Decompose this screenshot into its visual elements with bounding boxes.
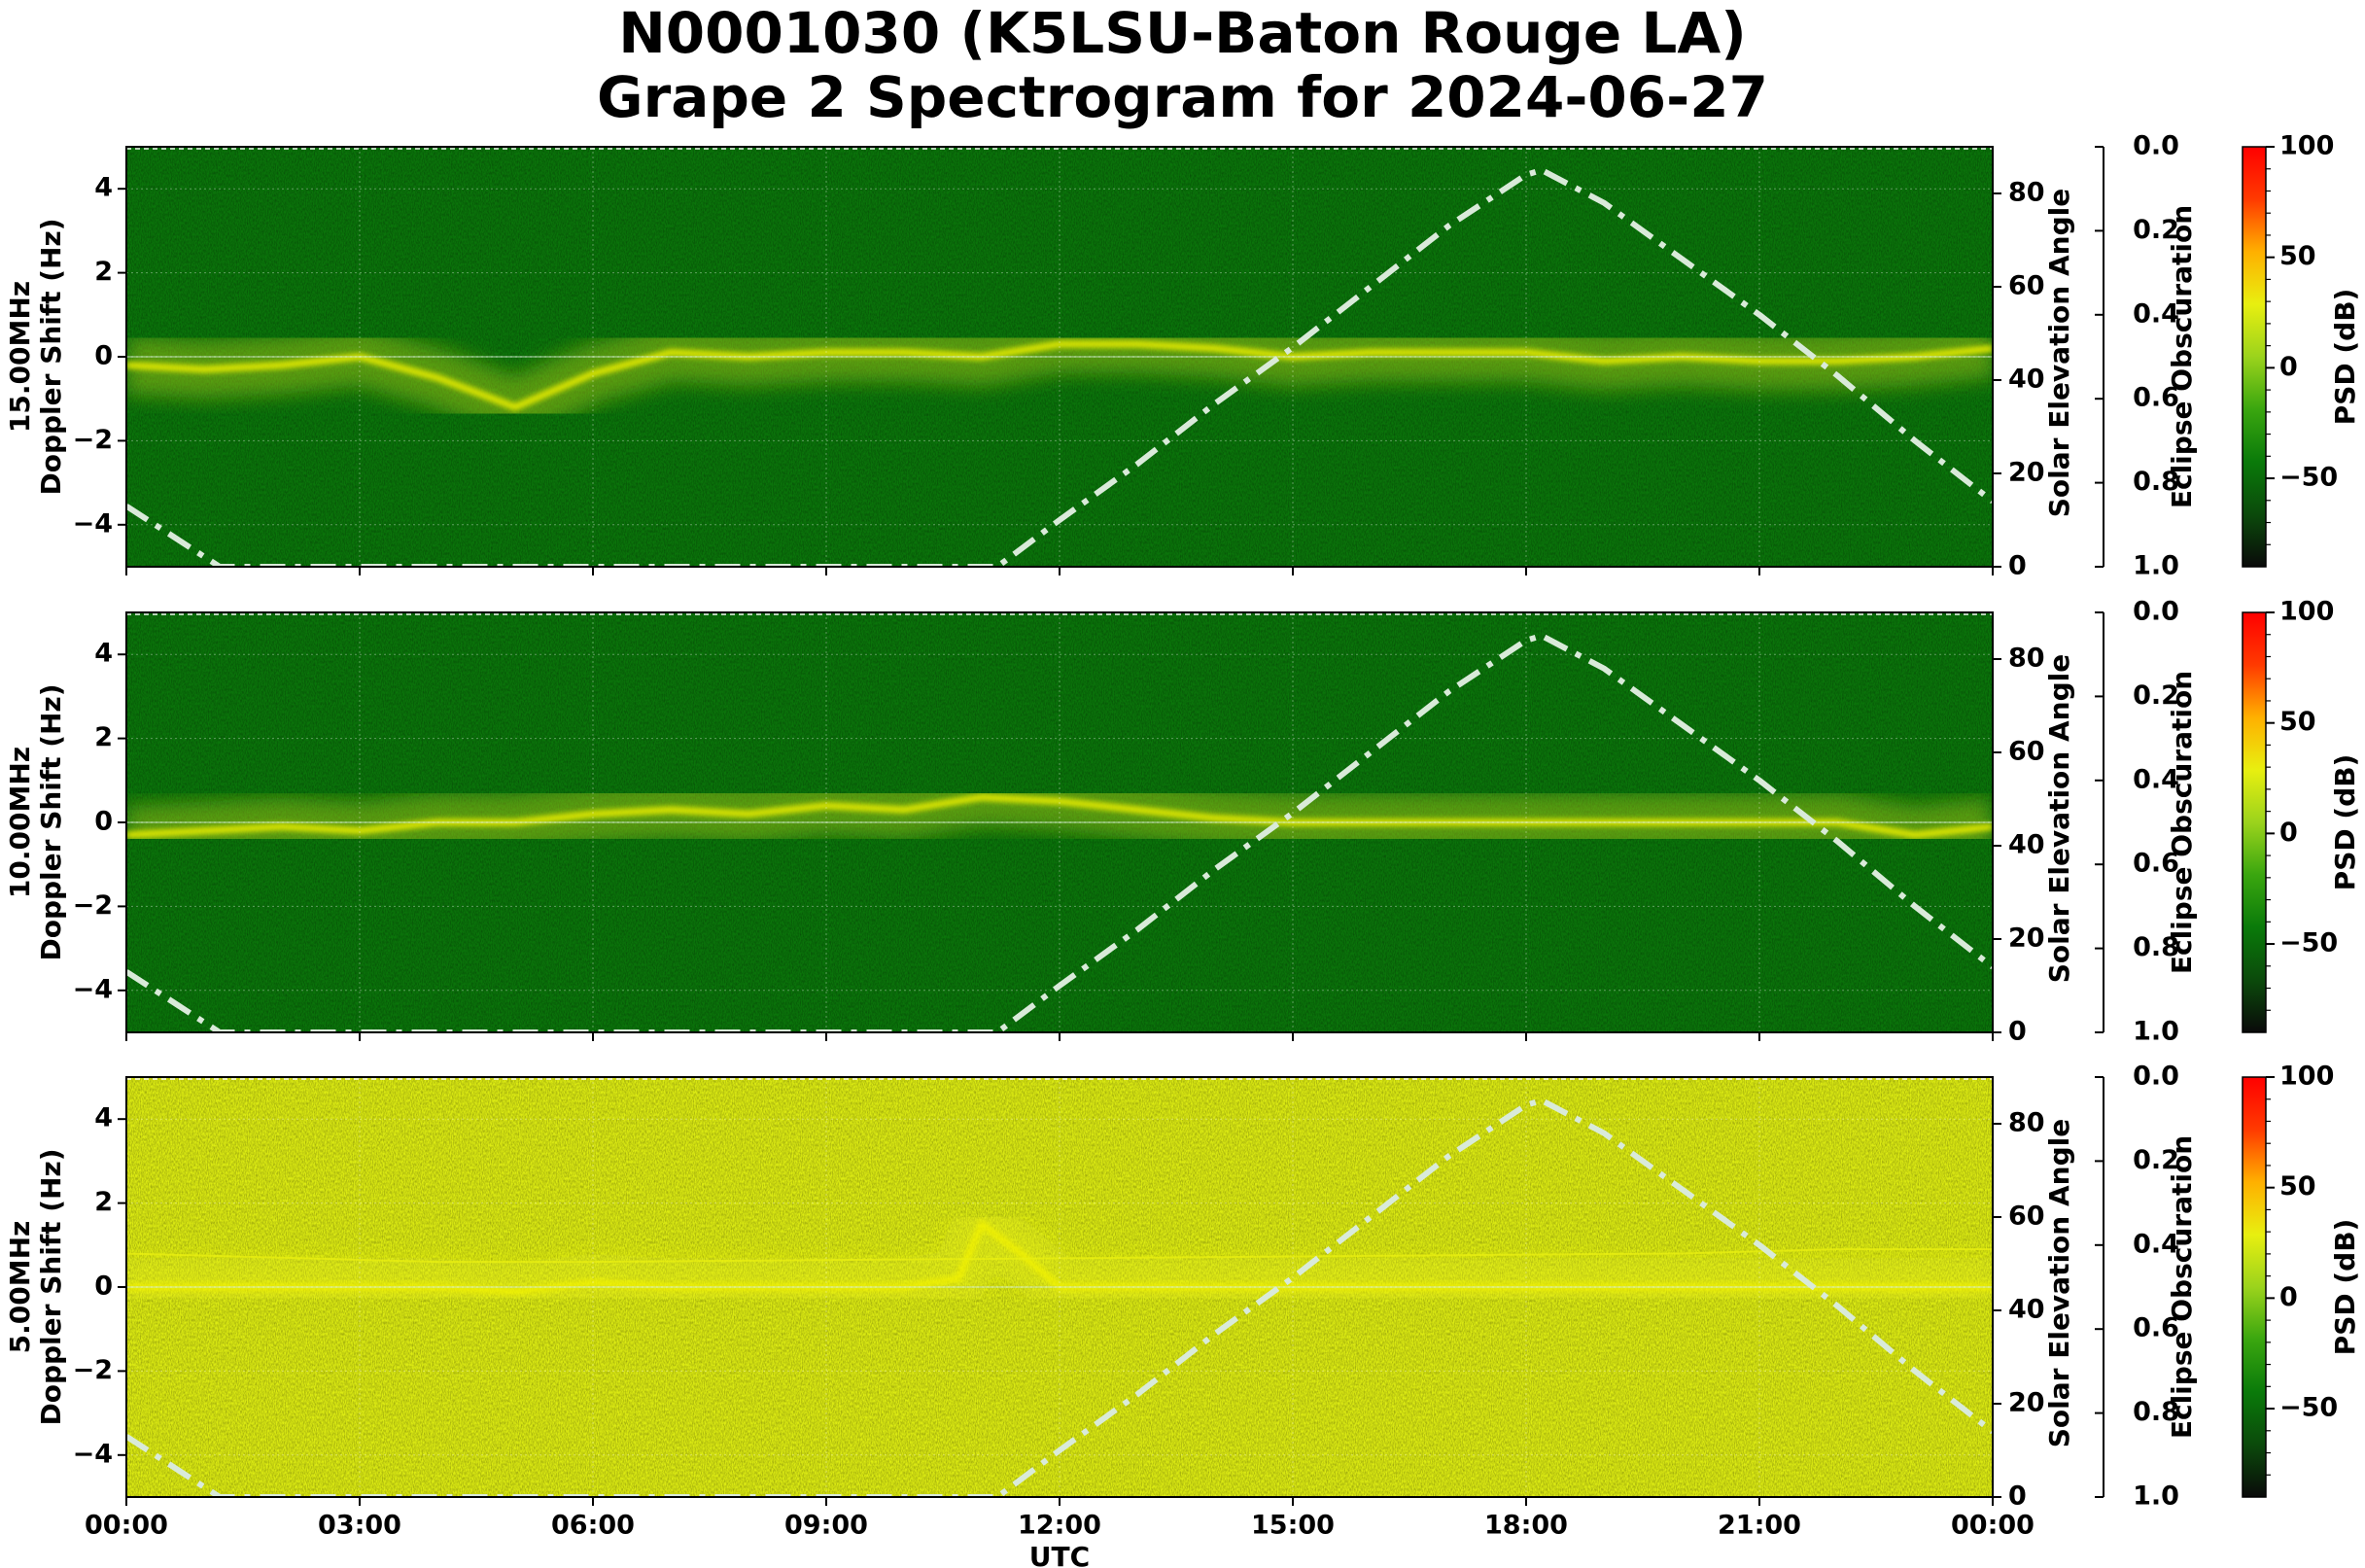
cbar-tick-label: −50 [2279,1393,2338,1423]
y3-tick-label: 0.2 [2133,1145,2179,1175]
y2-tick-label: 80 [2008,1108,2045,1138]
cbar-tick-label: 100 [2279,597,2334,627]
y3-tick-label: 0.6 [2133,383,2179,413]
cbar-tick-label: 100 [2279,1062,2334,1092]
y-tick-label: −4 [73,974,113,1004]
doppler-axis-label: Doppler Shift (Hz) [35,683,67,960]
y2-tick-label: 60 [2008,271,2045,301]
y2-tick-label: 20 [2008,923,2045,954]
panel-10.00MHz: 420−2−410.00MHz Doppler Shift (Hz)8060402… [4,597,2361,1047]
frequency-label: 15.00MHz [4,281,36,433]
x-tick-label: 06:00 [551,1511,635,1541]
eclipse-axis-label: Eclipse Obscuration [2166,205,2198,508]
y-tick-label: −2 [73,425,113,455]
y3-tick-label: 0.0 [2133,1062,2179,1092]
y-tick-label: 0 [94,341,113,371]
x-tick-label: 21:00 [1718,1511,1801,1541]
chart-title-line-1: N0001030 (K5LSU-Baton Rouge LA) [618,0,1747,66]
y-tick-label: −2 [73,890,113,921]
colorbar [2242,1076,2267,1498]
y-tick-label: 4 [94,1103,113,1133]
solar-elevation-axis-label: Solar Elevation Angle [2043,654,2075,983]
solar-elevation-axis-label: Solar Elevation Angle [2043,189,2075,517]
doppler-axis-label: Doppler Shift (Hz) [35,1148,67,1425]
y2-tick-label: 40 [2008,1295,2045,1325]
y3-tick-label: 0.4 [2133,298,2179,329]
y-tick-label: −4 [73,1439,113,1469]
y-tick-label: −2 [73,1355,113,1385]
x-tick-label: 09:00 [784,1511,868,1541]
frequency-label: 10.00MHz [4,747,36,898]
colorbar-label: PSD (dB) [2329,754,2361,891]
x-tick-label: 12:00 [1018,1511,1101,1541]
x-axis-label: UTC [1029,1541,1090,1568]
y2-tick-label: 20 [2008,458,2045,488]
eclipse-axis-label: Eclipse Obscuration [2166,1135,2198,1439]
y2-tick-label: 60 [2008,737,2045,767]
y-tick-label: 4 [94,639,113,669]
y3-tick-label: 0.2 [2133,680,2179,711]
y2-tick-label: 60 [2008,1202,2045,1232]
x-tick-label: 00:00 [85,1511,168,1541]
y3-tick-label: 0.8 [2133,467,2179,497]
solar-elevation-line [126,1098,1993,1497]
cbar-tick-label: 50 [2279,707,2316,737]
cbar-tick-label: 0 [2279,818,2298,848]
cbar-tick-label: 50 [2279,241,2316,271]
colorbar-label: PSD (dB) [2329,289,2361,426]
y2-tick-label: 0 [2008,1017,2027,1047]
solar-elevation-line [126,167,1993,567]
y-tick-label: −4 [73,508,113,539]
cbar-tick-label: 50 [2279,1171,2316,1202]
solar-elevation-line [126,633,1993,1032]
y-tick-label: 2 [94,257,113,287]
x-tick-label: 00:00 [1951,1511,2035,1541]
y2-tick-label: 20 [2008,1388,2045,1418]
y3-tick-label: 1.0 [2133,551,2179,581]
cbar-tick-label: 0 [2279,352,2298,382]
y-tick-label: 0 [94,1272,113,1302]
y-tick-label: 0 [94,807,113,837]
colorbar [2242,611,2267,1033]
x-tick-label: 15:00 [1251,1511,1335,1541]
colorbar [2242,146,2267,568]
y3-tick-label: 0.0 [2133,597,2179,627]
y3-tick-label: 0.2 [2133,215,2179,245]
chart-title-line-2: Grape 2 Spectrogram for 2024-06-27 [597,64,1768,130]
cbar-tick-label: 0 [2279,1282,2298,1312]
panel-15.00MHz: 420−2−415.00MHz Doppler Shift (Hz)8060402… [4,131,2361,581]
x-tick-label: 18:00 [1484,1511,1568,1541]
colorbar-label: PSD (dB) [2329,1219,2361,1356]
x-tick-label: 03:00 [318,1511,401,1541]
y-tick-label: 2 [94,1187,113,1217]
solar-elevation-axis-label: Solar Elevation Angle [2043,1119,2075,1447]
y2-tick-label: 80 [2008,178,2045,208]
y3-tick-label: 0.8 [2133,1397,2179,1427]
eclipse-axis-label: Eclipse Obscuration [2166,671,2198,974]
y3-tick-label: 0.8 [2133,932,2179,962]
panel-5.00MHz: 420−2−45.00MHz Doppler Shift (Hz)80604020… [4,1062,2361,1512]
y3-tick-label: 1.0 [2133,1481,2179,1512]
y-tick-label: 4 [94,173,113,203]
y2-tick-label: 80 [2008,644,2045,674]
secondary-trace [126,1248,1993,1264]
y3-tick-label: 0.6 [2133,849,2179,879]
cbar-tick-label: −50 [2279,928,2338,958]
doppler-axis-label: Doppler Shift (Hz) [35,218,67,495]
y2-tick-label: 0 [2008,1481,2027,1512]
y2-tick-label: 0 [2008,551,2027,581]
y-tick-label: 2 [94,722,113,752]
y2-tick-label: 40 [2008,830,2045,860]
y3-tick-label: 0.4 [2133,764,2179,794]
y3-tick-label: 0.0 [2133,131,2179,161]
frequency-label: 5.00MHz [4,1221,36,1354]
y3-tick-label: 0.4 [2133,1229,2179,1259]
y2-tick-label: 40 [2008,365,2045,395]
cbar-tick-label: −50 [2279,463,2338,493]
cbar-tick-label: 100 [2279,131,2334,161]
y3-tick-label: 1.0 [2133,1017,2179,1047]
y3-tick-label: 0.6 [2133,1313,2179,1343]
